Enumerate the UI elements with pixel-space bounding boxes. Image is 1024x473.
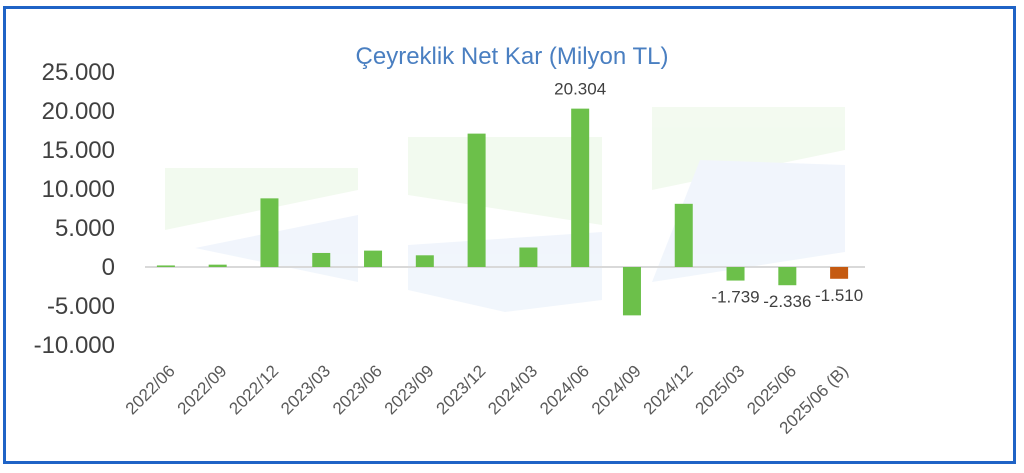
- bar: [208, 264, 227, 267]
- y-tick-label: 20.000: [42, 98, 115, 125]
- y-tick-label: 10.000: [42, 176, 115, 203]
- y-tick-label: 25.000: [42, 59, 115, 86]
- bar: [571, 108, 590, 267]
- y-tick-label: 0: [102, 254, 115, 281]
- bar: [156, 265, 175, 267]
- bar: [622, 267, 641, 316]
- x-tick-label: 2024/09: [588, 361, 645, 418]
- bar: [778, 267, 797, 286]
- bar: [364, 250, 383, 267]
- bar: [415, 255, 434, 267]
- x-tick-label: 2024/06: [536, 361, 593, 418]
- data-label: -2.336: [763, 292, 811, 311]
- x-axis: 2022/062022/092022/122023/032023/062023/…: [122, 361, 852, 437]
- bar: [726, 267, 745, 281]
- bars: [156, 108, 849, 316]
- x-tick-label: 2023/12: [433, 361, 490, 418]
- y-tick-label: -10.000: [34, 332, 115, 359]
- bar: [260, 198, 279, 267]
- data-label: -1.510: [815, 286, 863, 305]
- y-axis: 25.000 20.000 15.000 10.000 5.000 0 -5.000 -10.…: [34, 59, 115, 359]
- x-tick-label: 2025/03: [691, 361, 748, 418]
- chart-title: Çeyreklik Net Kar (Milyon TL): [356, 43, 669, 70]
- x-tick-label: 2024/12: [640, 361, 697, 418]
- bar: [519, 247, 538, 267]
- x-tick-label: 2024/03: [484, 361, 541, 418]
- y-tick-label: -5.000: [47, 293, 115, 320]
- bar: [467, 133, 486, 267]
- x-tick-label: 2023/03: [277, 361, 334, 418]
- x-tick-label: 2022/09: [174, 361, 231, 418]
- bar: [312, 252, 331, 267]
- data-labels: 20.304 -1.739 -2.336 -1.510: [554, 80, 863, 312]
- data-label: 20.304: [554, 80, 606, 99]
- x-tick-label: 2023/09: [381, 361, 438, 418]
- y-tick-label: 5.000: [55, 215, 115, 242]
- y-tick-label: 15.000: [42, 137, 115, 164]
- chart-frame: [3, 6, 1016, 464]
- data-label: -1.739: [711, 288, 759, 307]
- x-tick-label: 2022/06: [122, 361, 179, 418]
- x-tick-label: 2023/06: [329, 361, 386, 418]
- x-tick-label: 2022/12: [225, 361, 282, 418]
- bar: [830, 267, 849, 279]
- bar: [674, 203, 693, 267]
